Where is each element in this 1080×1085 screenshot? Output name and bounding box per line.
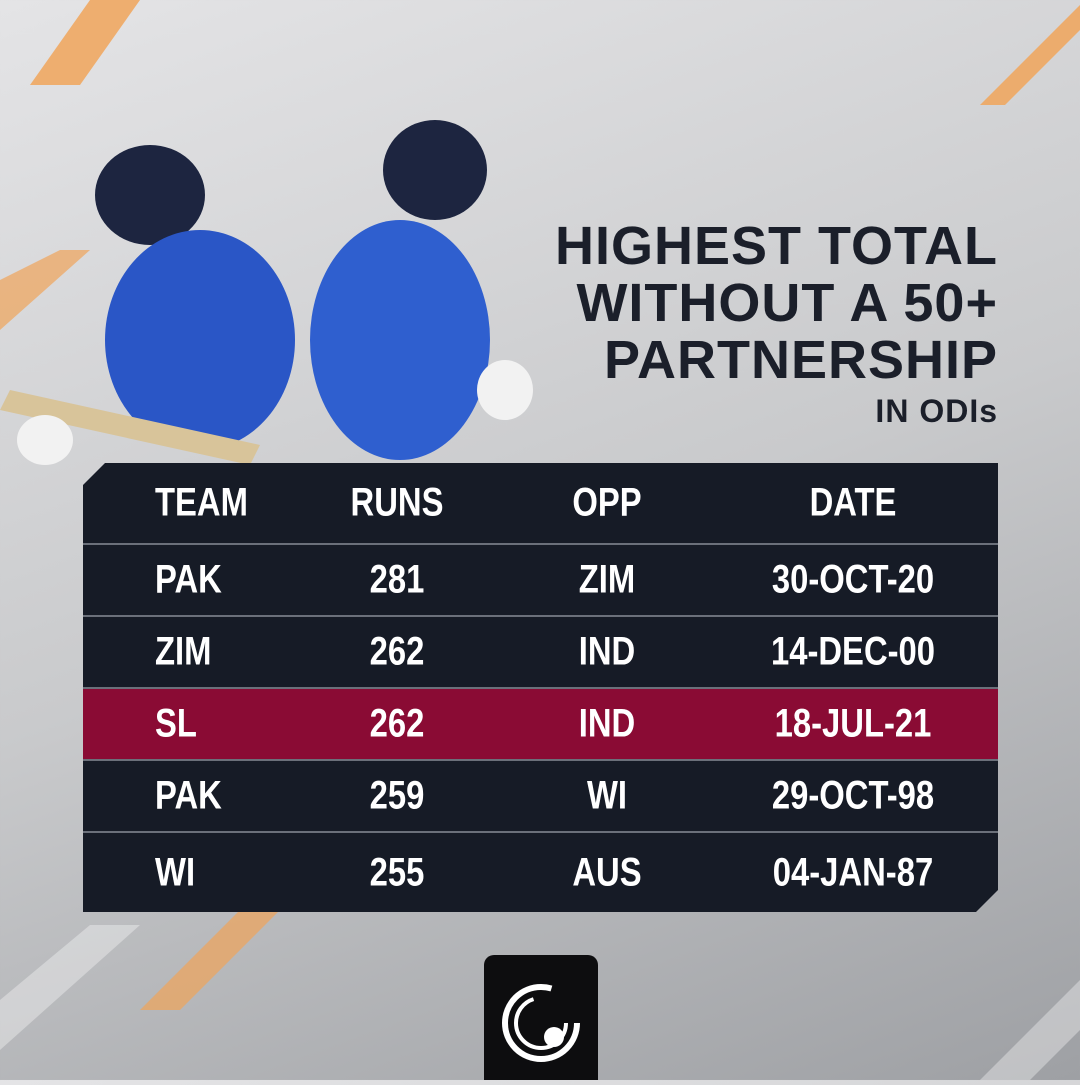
title-line: HIGHEST TOTAL (555, 216, 998, 276)
table-row: ZIM 262 IND 14-DEC-00 (83, 617, 998, 689)
table-cell: SL (155, 701, 197, 746)
logo-mark (502, 984, 580, 1062)
header-cell: DATE (809, 480, 897, 525)
table-row: PAK 259 WI 29-OCT-98 (83, 761, 998, 833)
header-cell: RUNS (350, 480, 444, 525)
table-cell: 04-JAN-87 (772, 850, 934, 894)
table-cell: 14-DEC-00 (770, 629, 936, 674)
table-row: WI 255 AUS 04-JAN-87 (83, 833, 998, 912)
table-cell: 30-OCT-20 (771, 557, 935, 602)
table-cell: 262 (369, 629, 425, 674)
table-cell: ZIM (155, 629, 212, 674)
subtitle: IN ODIs (875, 393, 998, 429)
table-cell: PAK (155, 557, 222, 602)
header-cell: TEAM (155, 480, 248, 525)
table-cell: 281 (369, 557, 425, 602)
players-illustration (0, 120, 533, 465)
title-line: WITHOUT A 50+ (576, 273, 998, 333)
table-cell: 262 (369, 701, 425, 746)
table-cell: 18-JUL-21 (774, 701, 932, 746)
title-line: PARTNERSHIP (603, 330, 998, 390)
title: HIGHEST TOTAL WITHOUT A 50+ PARTNERSHIP … (555, 218, 998, 433)
table-cell: 29-OCT-98 (771, 773, 935, 818)
table-cell: ZIM (578, 557, 636, 602)
table-cell: 259 (369, 773, 425, 818)
table-cell: IND (578, 701, 636, 746)
table-cell: PAK (155, 773, 222, 818)
table-cell: WI (586, 773, 628, 818)
table-cell: AUS (572, 850, 642, 894)
table-row: SL 262 IND 18-JUL-21 (83, 689, 998, 761)
header-row: TEAM RUNS OPP DATE (83, 463, 998, 545)
header-cell: OPP (572, 480, 642, 525)
stats-table: TEAM RUNS OPP DATE PAK 281 ZIM 30-OCT-20 ZIM 262 I… (83, 463, 998, 912)
table-cell: IND (578, 629, 636, 674)
logo (484, 955, 598, 1080)
table-row: PAK 281 ZIM 30-OCT-20 (83, 545, 998, 617)
table-cell: WI (155, 850, 196, 894)
table-cell: 255 (369, 850, 425, 894)
